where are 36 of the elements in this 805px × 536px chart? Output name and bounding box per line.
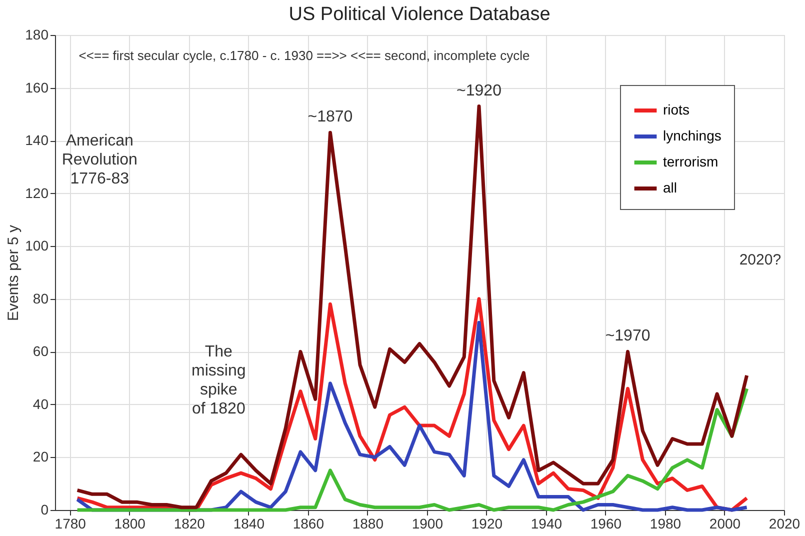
annotation: ~1870 bbox=[308, 108, 353, 126]
y-tick-label: 120 bbox=[25, 184, 49, 201]
annotation: American Revolution 1776-83 bbox=[62, 132, 138, 188]
y-tick-label: 40 bbox=[32, 396, 49, 412]
x-tick-label: 1780 bbox=[54, 516, 86, 532]
y-tick-label: 180 bbox=[25, 26, 49, 42]
y-axis-title: Events per 5 y bbox=[5, 224, 22, 321]
annotation: 2020? bbox=[739, 251, 782, 268]
legend-label: riots bbox=[663, 102, 690, 118]
x-tick-label: 1800 bbox=[114, 516, 146, 532]
y-tick-label: 160 bbox=[25, 79, 49, 96]
x-tick-label: 1840 bbox=[233, 516, 265, 532]
x-tick-label: 1820 bbox=[174, 516, 206, 532]
x-tick-label: 1860 bbox=[292, 516, 324, 532]
annotation: <<== first secular cycle, c.1780 - c. 1930 ==>> <<== second, incomplete cycle bbox=[78, 48, 530, 64]
annotation: ~1970 bbox=[605, 328, 650, 345]
y-tick-label: 20 bbox=[32, 448, 49, 465]
x-tick-label: 2000 bbox=[709, 516, 741, 532]
x-tick-label: 1960 bbox=[590, 516, 622, 532]
y-tick-label: 100 bbox=[25, 238, 49, 254]
annotation: ~1920 bbox=[456, 82, 502, 100]
x-tick-label: 1940 bbox=[530, 516, 562, 532]
x-tick-label: 2020 bbox=[768, 516, 800, 532]
chart-title: US Political Violence Database bbox=[288, 4, 550, 25]
y-tick-label: 60 bbox=[32, 343, 49, 360]
y-tick-label: 0 bbox=[40, 502, 49, 518]
legend-label: lynchings bbox=[663, 128, 722, 144]
legend-label: all bbox=[663, 180, 678, 196]
x-tick-label: 1920 bbox=[471, 516, 503, 532]
annotation: The missing spike of 1820 bbox=[192, 344, 246, 418]
y-tick-label: 80 bbox=[32, 290, 49, 306]
x-tick-label: 1900 bbox=[412, 516, 444, 532]
x-tick-label: 1980 bbox=[650, 516, 682, 532]
y-tick-label: 140 bbox=[25, 132, 49, 148]
legend-label: terrorism bbox=[663, 154, 718, 170]
x-tick-label: 1880 bbox=[352, 516, 384, 532]
